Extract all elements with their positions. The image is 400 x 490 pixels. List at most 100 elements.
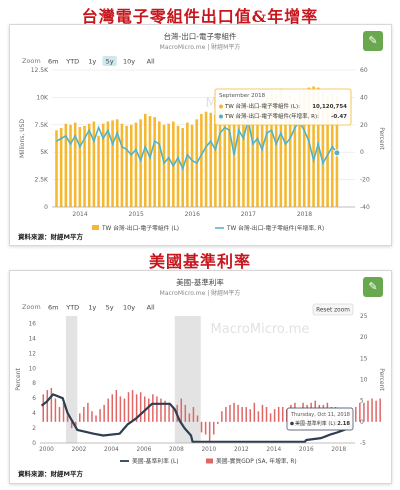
x-tick: 2006 bbox=[137, 447, 152, 453]
y-right-tick: 15 bbox=[360, 356, 368, 362]
gdp-bar bbox=[148, 398, 150, 422]
export-bar bbox=[73, 122, 77, 207]
gdp-bar bbox=[66, 415, 69, 422]
y-right-tick: 0 bbox=[360, 420, 364, 426]
zoom-button-1y[interactable]: 1y bbox=[88, 58, 96, 66]
gdp-bar bbox=[188, 413, 191, 422]
zoom-active-bg bbox=[102, 56, 117, 66]
y-right-tick: 60 bbox=[360, 67, 368, 74]
y-right-tick: -20 bbox=[360, 177, 370, 184]
gdp-bar bbox=[115, 390, 118, 422]
export-bar bbox=[162, 124, 166, 207]
gdp-bar bbox=[54, 398, 57, 422]
gdp-bar bbox=[83, 407, 85, 422]
export-bar bbox=[59, 128, 63, 207]
y-left-label: Percent bbox=[15, 368, 22, 391]
gdp-bar bbox=[62, 402, 65, 422]
zoom-button-all[interactable]: All bbox=[147, 58, 155, 66]
gdp-bar bbox=[87, 402, 89, 422]
export-bar bbox=[78, 126, 82, 207]
export-bar bbox=[200, 113, 203, 207]
export-bar bbox=[256, 102, 259, 207]
tooltip-label: TW 台灣-出口-電子零組件 (L): bbox=[224, 102, 300, 110]
zoom-button-6m[interactable]: 6m bbox=[48, 58, 58, 66]
gdp-bar bbox=[99, 409, 101, 422]
gdp-bar bbox=[139, 392, 142, 422]
x-tick: 2012 bbox=[234, 447, 249, 453]
export-bar bbox=[158, 121, 161, 207]
export-bar bbox=[92, 121, 96, 207]
gdp-bar bbox=[367, 400, 369, 422]
zoom-button-5y[interactable]: 5y bbox=[106, 58, 114, 66]
zoom-button-ytd[interactable]: YTD bbox=[65, 58, 79, 66]
gdp-bar bbox=[221, 411, 223, 422]
gdp-bar bbox=[225, 407, 227, 422]
export-bar bbox=[125, 125, 128, 207]
y-left-tick: 2 bbox=[32, 426, 36, 432]
export-bar bbox=[298, 93, 301, 207]
y-left-tick: 8 bbox=[32, 381, 36, 387]
export-bar bbox=[237, 108, 241, 207]
export-bar bbox=[302, 90, 306, 207]
export-bar bbox=[246, 103, 250, 207]
zoom-button-ytd[interactable]: YTD bbox=[65, 304, 79, 312]
zoom-button-all[interactable]: All bbox=[147, 304, 155, 312]
tooltip-date: September 2018 bbox=[219, 93, 266, 99]
zoom-button-10y[interactable]: 10y bbox=[123, 304, 135, 312]
tooltip-value: 2.18 bbox=[337, 421, 350, 427]
tooltip-value: 10,120,754 bbox=[312, 104, 347, 110]
tooltip-date: Thursday, Oct 11, 2018 bbox=[290, 412, 350, 418]
legend-swatch bbox=[92, 225, 99, 230]
pencil-icon[interactable]: ✎ bbox=[363, 277, 383, 297]
chart-panel-fed-rate: ✎ 美國-基準利率 MacroMicro.me | 財經M平方 Zoom 6m YTD 1… bbox=[9, 270, 392, 484]
zoom-button-1y[interactable]: 1y bbox=[88, 304, 96, 312]
x-tick: 2014 bbox=[266, 447, 281, 453]
gdp-bar bbox=[95, 415, 97, 422]
export-bar bbox=[284, 101, 287, 207]
y-right-tick: -40 bbox=[360, 204, 370, 211]
export-bar bbox=[270, 91, 273, 207]
y-left-tick: 6 bbox=[32, 396, 36, 402]
zoom-button-6m[interactable]: 6m bbox=[48, 304, 58, 312]
y-left-tick: 5K bbox=[40, 149, 49, 156]
yoy-growth-line bbox=[56, 119, 338, 171]
export-bar bbox=[265, 95, 269, 207]
export-bar bbox=[120, 123, 124, 207]
zoom-button-5y[interactable]: 5y bbox=[106, 304, 114, 312]
gdp-bar bbox=[241, 407, 243, 422]
gdp-bar bbox=[42, 394, 44, 422]
gdp-bar bbox=[212, 421, 215, 435]
export-bar bbox=[101, 123, 105, 207]
pencil-icon[interactable]: ✎ bbox=[363, 31, 383, 51]
x-tick: 2002 bbox=[72, 447, 87, 453]
export-bar bbox=[330, 94, 334, 207]
zoom-label: Zoom bbox=[22, 303, 41, 311]
export-bar bbox=[176, 125, 180, 207]
gdp-bar bbox=[265, 407, 268, 422]
export-bar bbox=[134, 122, 138, 207]
export-bar bbox=[111, 120, 114, 207]
gdp-bar bbox=[257, 411, 260, 422]
gdp-bar bbox=[379, 398, 381, 422]
tooltip-value: -0.47 bbox=[331, 114, 347, 120]
legend-entry: TW 台灣-出口-電子零組件(年增率, R) bbox=[226, 224, 324, 232]
zoom-button-10y[interactable]: 10y bbox=[123, 58, 135, 66]
y-right-label: Percent bbox=[378, 368, 385, 391]
x-tick: 2000 bbox=[39, 447, 54, 453]
gdp-bar bbox=[156, 396, 158, 422]
y-right-tick: 25 bbox=[360, 314, 368, 320]
y-left-tick: 10 bbox=[29, 366, 37, 372]
gdp-bar bbox=[192, 407, 195, 422]
export-bar bbox=[279, 88, 283, 207]
gdp-bar bbox=[363, 402, 365, 422]
tooltip-bullet bbox=[219, 104, 223, 109]
gdp-bar bbox=[281, 407, 284, 422]
recession-band bbox=[65, 316, 78, 443]
export-bar bbox=[186, 122, 189, 207]
reset-zoom-button[interactable] bbox=[312, 303, 354, 316]
export-bar bbox=[153, 117, 156, 207]
export-bar bbox=[321, 91, 325, 207]
x-tick: 2016 bbox=[185, 211, 200, 218]
exports-chart: 台灣-出口-電子零組件 MacroMicro.me | 財經M平方 Zoom 6m YT… bbox=[18, 31, 385, 241]
tooltip-label: TW 台灣-出口-電子零組件(年增率, R): bbox=[224, 112, 319, 120]
